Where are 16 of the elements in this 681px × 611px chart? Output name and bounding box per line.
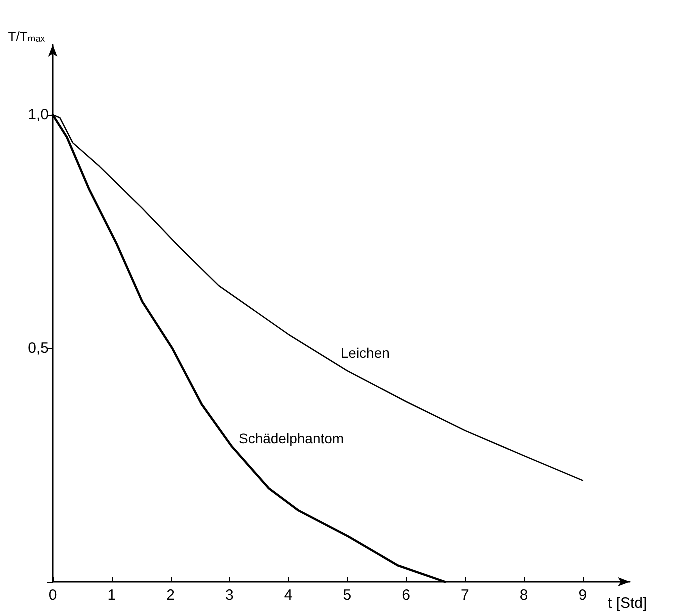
x-tick-label: 3: [225, 587, 234, 604]
series-label: Schädelphantom: [238, 430, 344, 447]
y-tick-label: 1,0: [28, 106, 49, 124]
y-axis-title: T/Tₘₐₓ: [8, 29, 46, 44]
series-label: Leichen: [340, 344, 390, 361]
x-tick-label: 8: [520, 587, 528, 604]
x-tick-label: 1: [108, 587, 116, 604]
x-tick-label: 7: [460, 587, 470, 604]
x-tick-label: 0: [48, 587, 58, 604]
x-tick-label: 2: [166, 587, 175, 604]
x-tick-label: 4: [284, 587, 293, 604]
y-tick-label: 0,5: [28, 340, 49, 358]
x-tick-label: 9: [578, 587, 588, 604]
x-tick-label: 6: [402, 587, 410, 604]
x-tick-label: 5: [343, 587, 352, 604]
x-axis-title: t [Std]: [608, 595, 648, 611]
